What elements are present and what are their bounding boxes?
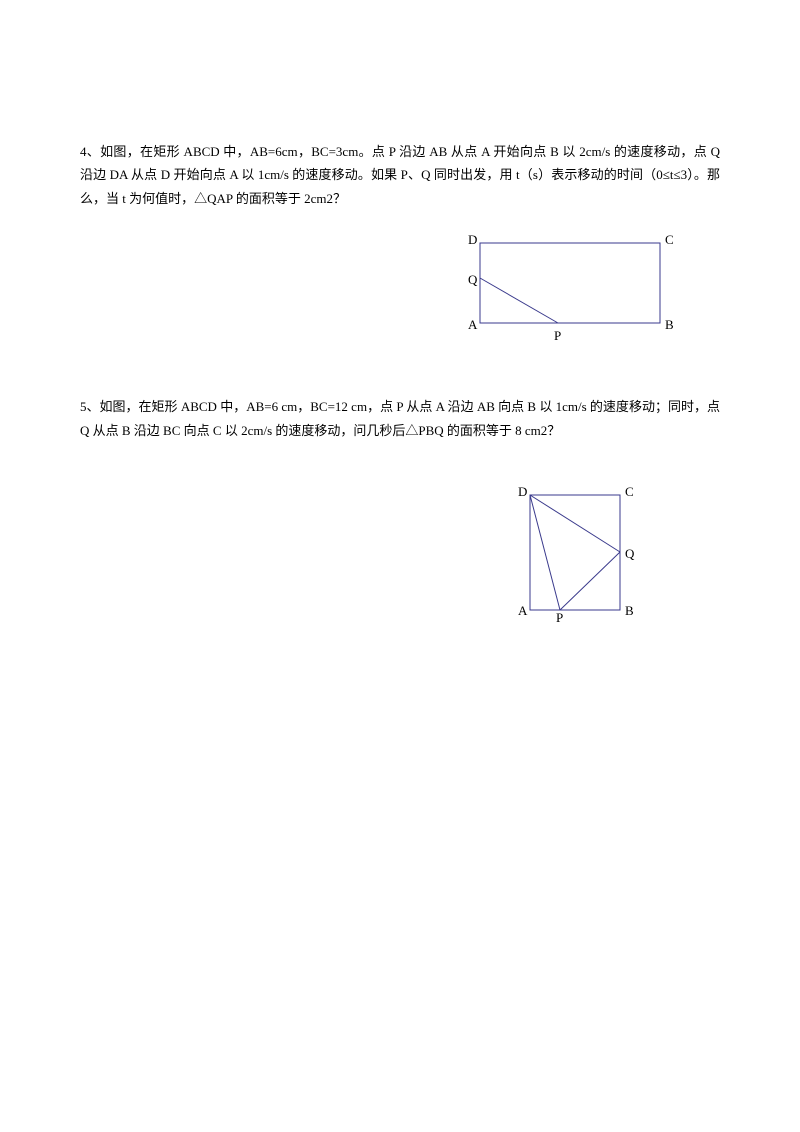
problem-5-text: 5、如图，在矩形 ABCD 中，AB=6 cm，BC=12 cm，点 P 从点 …	[80, 395, 720, 442]
rectangle-abcd	[480, 243, 660, 323]
figure-4-container: D C A B Q P	[80, 230, 720, 345]
label-c: C	[665, 232, 674, 247]
label-d-2: D	[518, 484, 527, 499]
figure-5-svg: D C A B P Q	[510, 482, 645, 627]
problem-4-text: 4、如图，在矩形 ABCD 中，AB=6cm，BC=3cm。点 P 沿边 AB …	[80, 140, 720, 210]
line-qp	[480, 278, 558, 323]
line-dp	[530, 495, 560, 610]
label-p: P	[554, 328, 561, 343]
label-a-2: A	[518, 603, 528, 618]
label-c-2: C	[625, 484, 634, 499]
problem-4: 4、如图，在矩形 ABCD 中，AB=6cm，BC=3cm。点 P 沿边 AB …	[80, 140, 720, 345]
figure-4-svg: D C A B Q P	[460, 230, 680, 345]
label-a: A	[468, 317, 478, 332]
label-b-2: B	[625, 603, 634, 618]
label-b: B	[665, 317, 674, 332]
line-pq	[560, 552, 620, 610]
label-d: D	[468, 232, 477, 247]
problem-5: 5、如图，在矩形 ABCD 中，AB=6 cm，BC=12 cm，点 P 从点 …	[80, 395, 720, 627]
rectangle-abcd-2	[530, 495, 620, 610]
label-q-2: Q	[625, 546, 635, 561]
label-q: Q	[468, 272, 478, 287]
label-p-2: P	[556, 610, 563, 625]
figure-5-container: D C A B P Q	[80, 482, 720, 627]
line-dq	[530, 495, 620, 552]
